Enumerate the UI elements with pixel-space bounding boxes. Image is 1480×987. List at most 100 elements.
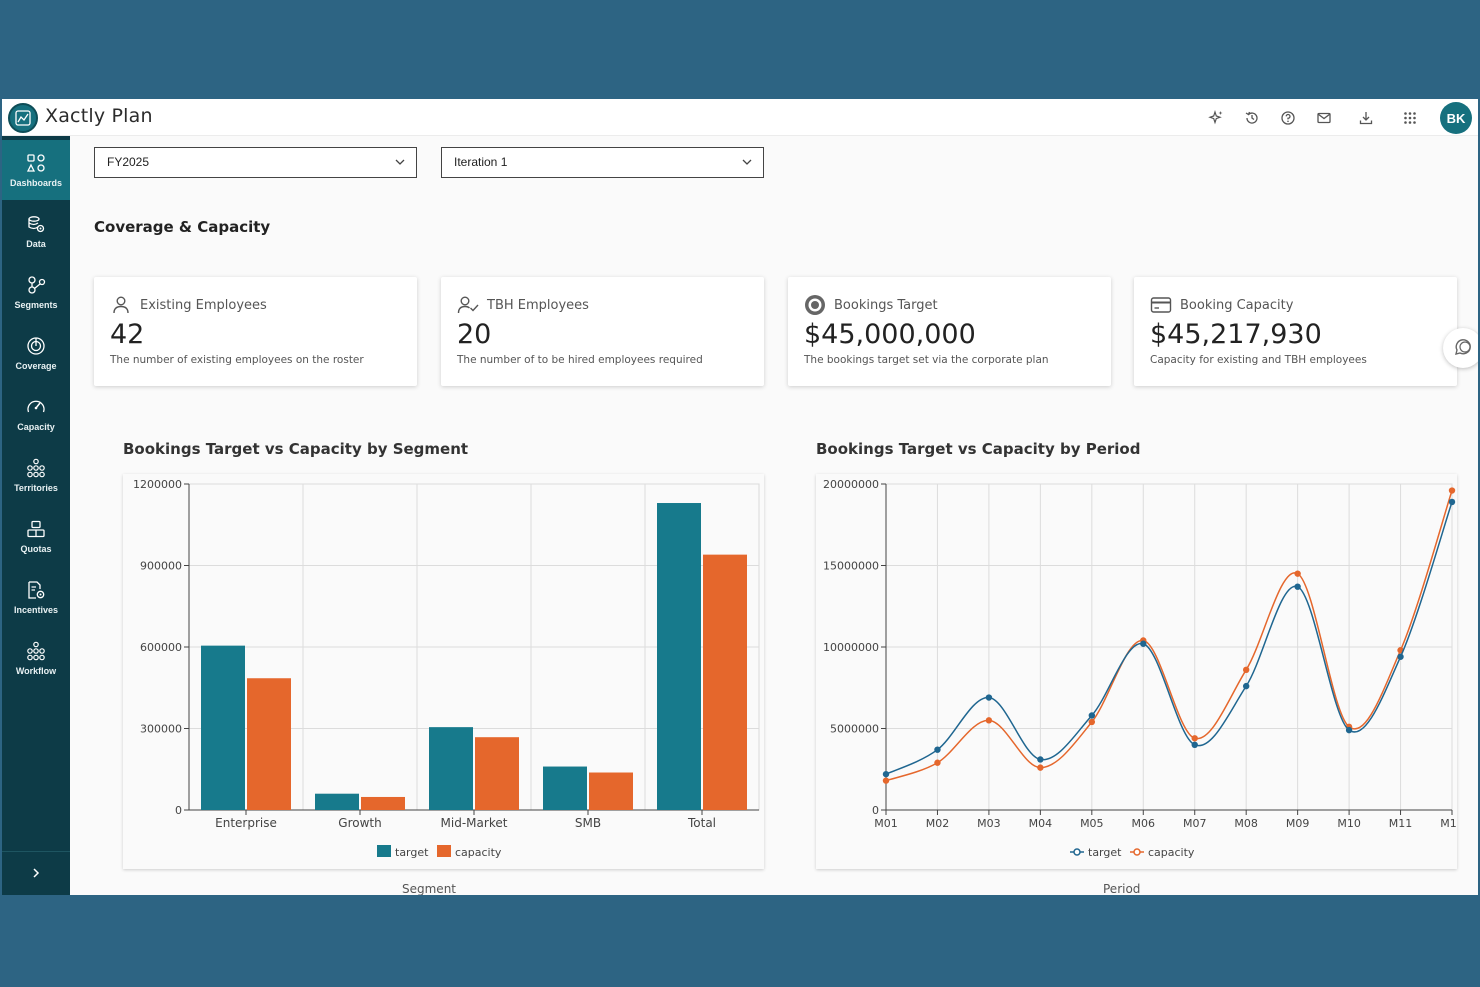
point-target	[985, 694, 993, 701]
sidebar-item-capacity[interactable]: Capacity	[2, 384, 70, 444]
card-value: $45,000,000	[804, 319, 976, 350]
point-target	[1345, 726, 1353, 734]
dashboards-icon	[25, 152, 47, 174]
y-tick-label: 0	[872, 804, 879, 817]
segment-x-axis-title: Segment	[402, 882, 456, 895]
card-description: The number of to be hired employees requ…	[457, 354, 703, 366]
x-tick-label: Enterprise	[215, 816, 277, 830]
x-tick-label: M01	[874, 817, 898, 830]
kpi-card-tbh-employees: TBH Employees 20 The number of to be hir…	[441, 277, 764, 386]
point-capacity	[1242, 666, 1250, 674]
iteration-value: Iteration 1	[454, 155, 508, 169]
point-capacity	[1191, 735, 1198, 742]
kpi-card-bookings-target: Bookings Target $45,000,000 The bookings…	[788, 277, 1111, 386]
user-avatar[interactable]: BK	[1440, 102, 1472, 134]
section-title: Coverage & Capacity	[94, 218, 271, 236]
point-capacity	[1294, 570, 1301, 577]
sidebar-item-workflow[interactable]: Workflow	[2, 628, 70, 688]
segment-bar-chart: 0 300000 600000 900000 1200000 Enterprise Grow…	[97, 478, 760, 859]
sidebar-item-dashboards[interactable]: Dashboards	[2, 140, 70, 200]
point-capacity	[1088, 718, 1096, 726]
coverage-icon	[25, 335, 47, 357]
sidebar-item-label: Territories	[14, 483, 58, 493]
fiscal-year-value: FY2025	[107, 155, 150, 169]
x-tick-label: Mid-Market	[441, 816, 508, 830]
data-icon	[25, 213, 47, 235]
sidebar-item-data[interactable]: Data	[2, 201, 70, 261]
sidebar: Dashboards Data Segments Coverage Capaci…	[2, 136, 70, 895]
mail-icon[interactable]	[1314, 108, 1334, 128]
sidebar-item-label: Data	[26, 239, 46, 249]
point-target	[882, 770, 890, 778]
legend-marker	[1073, 848, 1081, 856]
incentives-icon	[25, 579, 47, 601]
card-description: The number of existing employees on the …	[110, 354, 364, 366]
card-description: Capacity for existing and TBH employees	[1150, 354, 1367, 366]
x-tick-label: M04	[1029, 817, 1053, 830]
point-capacity	[934, 759, 941, 766]
card-title: Booking Capacity	[1180, 297, 1294, 313]
sidebar-item-label: Workflow	[15, 666, 57, 676]
bar-capacity	[589, 772, 633, 810]
app-title: Xactly Plan	[45, 105, 153, 127]
chat-button[interactable]	[1443, 328, 1478, 368]
help-icon[interactable]	[1278, 108, 1298, 128]
sidebar-item-territories[interactable]: Territories	[2, 445, 70, 505]
sparkle-icon[interactable]	[1206, 108, 1226, 128]
quotas-icon	[25, 518, 47, 540]
fiscal-year-select[interactable]: FY2025	[94, 147, 417, 178]
history-icon[interactable]	[1242, 108, 1262, 128]
y-tick-label: 600000	[140, 641, 182, 654]
card-value: 20	[457, 319, 492, 350]
point-target	[1448, 498, 1456, 506]
card-title: TBH Employees	[487, 297, 589, 313]
legend-swatch	[377, 845, 391, 857]
bar-target	[315, 793, 359, 810]
point-capacity	[882, 777, 890, 784]
legend-label: capacity	[1148, 846, 1195, 859]
sidebar-item-coverage[interactable]: Coverage	[2, 323, 70, 383]
bar-capacity	[475, 737, 519, 810]
x-tick-label: M05	[1080, 817, 1104, 830]
point-target	[1397, 653, 1404, 660]
top-toolbar	[1206, 108, 1420, 128]
bar-target	[543, 766, 587, 810]
kpi-card-booking-capacity: Booking Capacity $45,217,930 Capacity fo…	[1134, 277, 1457, 386]
point-target	[1037, 756, 1044, 763]
point-target	[1191, 741, 1198, 748]
iteration-select[interactable]: Iteration 1	[441, 147, 764, 178]
point-capacity	[985, 717, 993, 724]
credit-card-icon	[1150, 294, 1172, 316]
chevron-down-icon	[394, 156, 406, 171]
target-icon	[804, 294, 826, 316]
y-tick-label: 15000000	[823, 560, 879, 573]
app-window: Xactly Plan BK Dashboards Data Segments …	[2, 99, 1478, 895]
sidebar-item-label: Coverage	[15, 361, 57, 371]
apps-grid-icon[interactable]	[1400, 108, 1420, 128]
sidebar-item-quotas[interactable]: Quotas	[2, 506, 70, 566]
segment-chart-title: Bookings Target vs Capacity by Segment	[123, 440, 469, 458]
period-line-chart: 0 5000000 10000000 15000000 20000000 M01 M02 M0…	[790, 478, 1464, 859]
legend-swatch	[437, 845, 451, 857]
bar-target	[429, 727, 473, 810]
x-tick-label: Growth	[338, 816, 381, 830]
chat-bubble-icon	[1452, 335, 1474, 361]
download-icon[interactable]	[1356, 108, 1376, 128]
legend-marker	[1133, 848, 1141, 856]
app-logo-icon[interactable]	[8, 103, 38, 133]
x-tick-label: SMB	[575, 816, 601, 830]
point-target	[934, 746, 941, 753]
card-title: Existing Employees	[140, 297, 267, 313]
sidebar-item-label: Dashboards	[9, 178, 62, 188]
sidebar-item-segments[interactable]: Segments	[2, 262, 70, 322]
x-tick-label: M08	[1234, 817, 1258, 830]
sidebar-expand-button[interactable]	[2, 851, 70, 895]
bar-capacity	[703, 554, 747, 810]
x-tick-label: Total	[687, 816, 716, 830]
period-chart-panel: 0 5000000 10000000 15000000 20000000 M01 M02 M0…	[790, 474, 1464, 869]
capacity-icon	[25, 396, 47, 418]
sidebar-item-incentives[interactable]: Incentives	[2, 567, 70, 627]
card-title: Bookings Target	[834, 297, 938, 313]
card-value: 42	[110, 319, 145, 350]
segment-chart-panel: 0 300000 600000 900000 1200000 Enterprise Grow…	[97, 474, 764, 869]
